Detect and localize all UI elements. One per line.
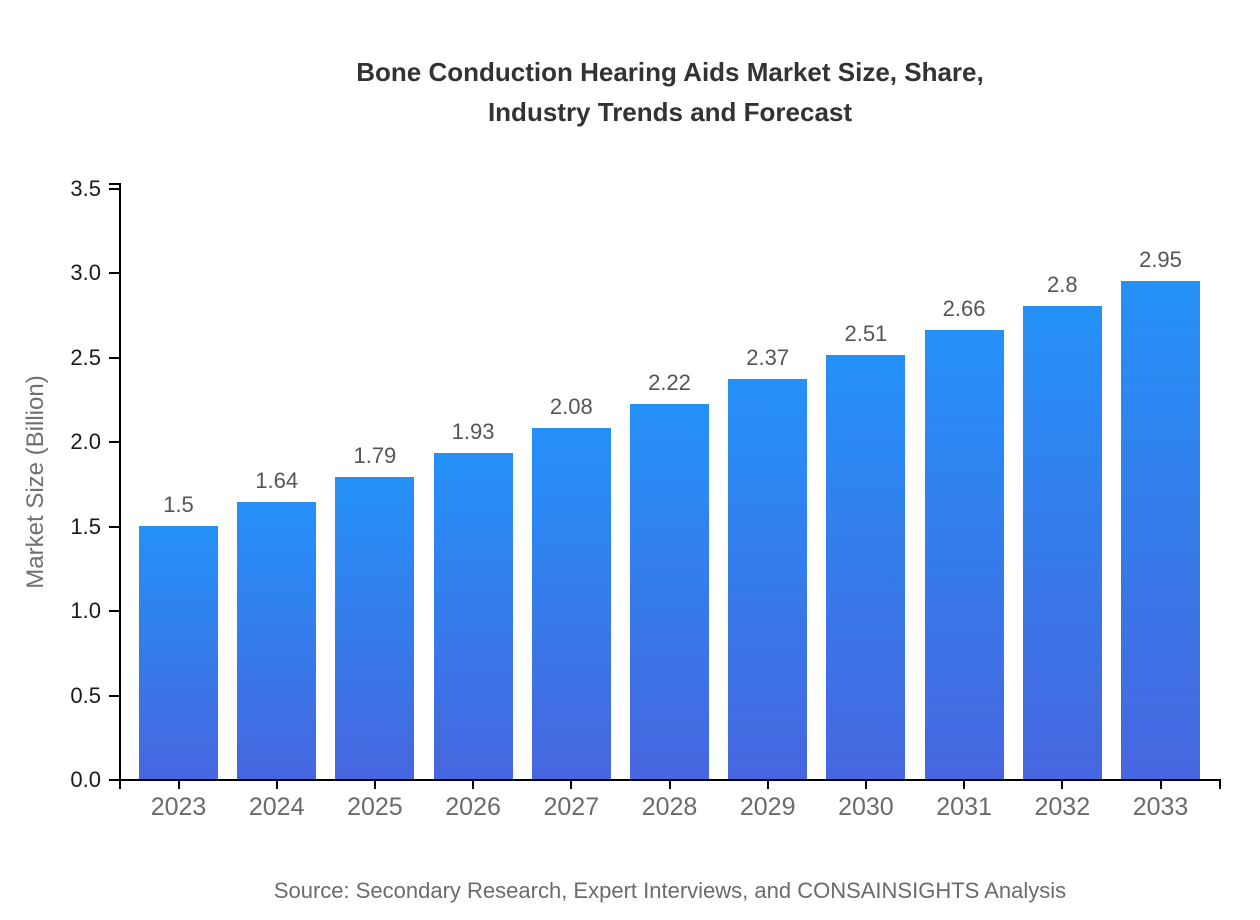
x-tick-label-2027: 2027 — [543, 793, 600, 821]
x-tick-label-2029: 2029 — [739, 793, 796, 821]
x-axis-left-cap — [119, 781, 121, 789]
x-tick-label-2030: 2030 — [838, 793, 894, 821]
bar-value-2027: 2.08 — [549, 393, 593, 419]
bar-value-2032: 2.8 — [1047, 272, 1078, 298]
x-axis-line — [119, 779, 1221, 781]
bar-value-2029: 2.37 — [746, 344, 790, 370]
y-axis-title: Market Size (Billion) — [22, 375, 49, 589]
bar-2027 — [531, 427, 611, 779]
bar-value-2030: 2.51 — [844, 321, 888, 347]
bar-2024 — [237, 502, 317, 779]
bar-value-2026: 1.93 — [451, 419, 495, 445]
y-tick-label-1.0: 1.0 — [70, 598, 101, 624]
x-tick-2028 — [668, 781, 671, 789]
y-tick-1.0 — [109, 610, 119, 613]
y-tick-2.0 — [109, 441, 119, 444]
plot-area: 0.0 0.5 1.0 1.5 2.0 2.5 3.0 3.5 1.5 2023 1.64 2024 1… — [70, 176, 1221, 821]
x-tick-2027 — [570, 781, 573, 789]
x-tick-label-2025: 2025 — [347, 793, 403, 821]
x-tick-label-2033: 2033 — [1132, 793, 1189, 821]
y-tick-3.0 — [109, 272, 119, 275]
x-tick-2033 — [1159, 781, 1162, 789]
y-tick-label-1.5: 1.5 — [70, 513, 101, 539]
x-tick-label-2028: 2028 — [641, 793, 698, 821]
y-axis-top-cap — [109, 183, 119, 185]
bar-2029 — [728, 378, 808, 779]
x-axis-right-cap — [1219, 781, 1221, 789]
bar-2030 — [826, 355, 906, 779]
y-tick-label-0.0: 0.0 — [70, 767, 101, 792]
x-tick-2026 — [472, 781, 475, 789]
y-tick-0.5 — [109, 694, 119, 697]
bar-2032 — [1022, 306, 1102, 779]
bar-value-2025: 1.79 — [353, 442, 397, 468]
chart-title: Bone Conduction Hearing Aids Market Size… — [119, 52, 1221, 132]
bar-value-2024: 1.64 — [255, 468, 299, 494]
y-tick-2.5 — [109, 356, 119, 359]
y-tick-label-0.5: 0.5 — [70, 682, 101, 708]
x-tick-2032 — [1061, 781, 1064, 789]
bar-2028 — [630, 404, 709, 779]
y-tick-label-2.5: 2.5 — [70, 344, 101, 370]
x-tick-2029 — [766, 781, 769, 789]
y-axis-line — [119, 183, 121, 781]
bar-2023 — [139, 525, 218, 779]
y-tick-label-3.5: 3.5 — [70, 176, 101, 201]
bar-2031 — [924, 329, 1004, 779]
y-tick-1.5 — [109, 525, 119, 528]
bar-2033 — [1121, 280, 1200, 779]
y-tick-3.5 — [109, 188, 119, 190]
x-tick-label-2026: 2026 — [445, 793, 501, 821]
bar-2025 — [335, 476, 415, 779]
x-tick-2024 — [275, 781, 278, 789]
x-tick-label-2024: 2024 — [248, 793, 305, 821]
bar-value-2031: 2.66 — [942, 295, 986, 321]
bar-value-2033: 2.95 — [1139, 246, 1182, 272]
bar-value-2023: 1.5 — [163, 491, 194, 517]
x-tick-2031 — [963, 781, 966, 789]
chart-title-line1: Bone Conduction Hearing Aids Market Size… — [356, 57, 984, 87]
x-tick-label-2023: 2023 — [150, 793, 207, 821]
x-tick-2025 — [373, 781, 376, 789]
source-note: Source: Secondary Research, Expert Inter… — [273, 878, 1067, 903]
y-tick-label-2.0: 2.0 — [70, 429, 101, 455]
x-tick-2023 — [177, 781, 180, 789]
bar-2026 — [433, 453, 513, 779]
x-tick-label-2031: 2031 — [936, 793, 992, 821]
y-tick-label-3.0: 3.0 — [70, 260, 101, 286]
chart-title-line2: Industry Trends and Forecast — [487, 97, 853, 127]
bar-value-2028: 2.22 — [648, 370, 691, 396]
x-tick-label-2032: 2032 — [1034, 793, 1091, 821]
x-tick-2030 — [864, 781, 867, 789]
y-tick-0.0 — [109, 779, 119, 781]
